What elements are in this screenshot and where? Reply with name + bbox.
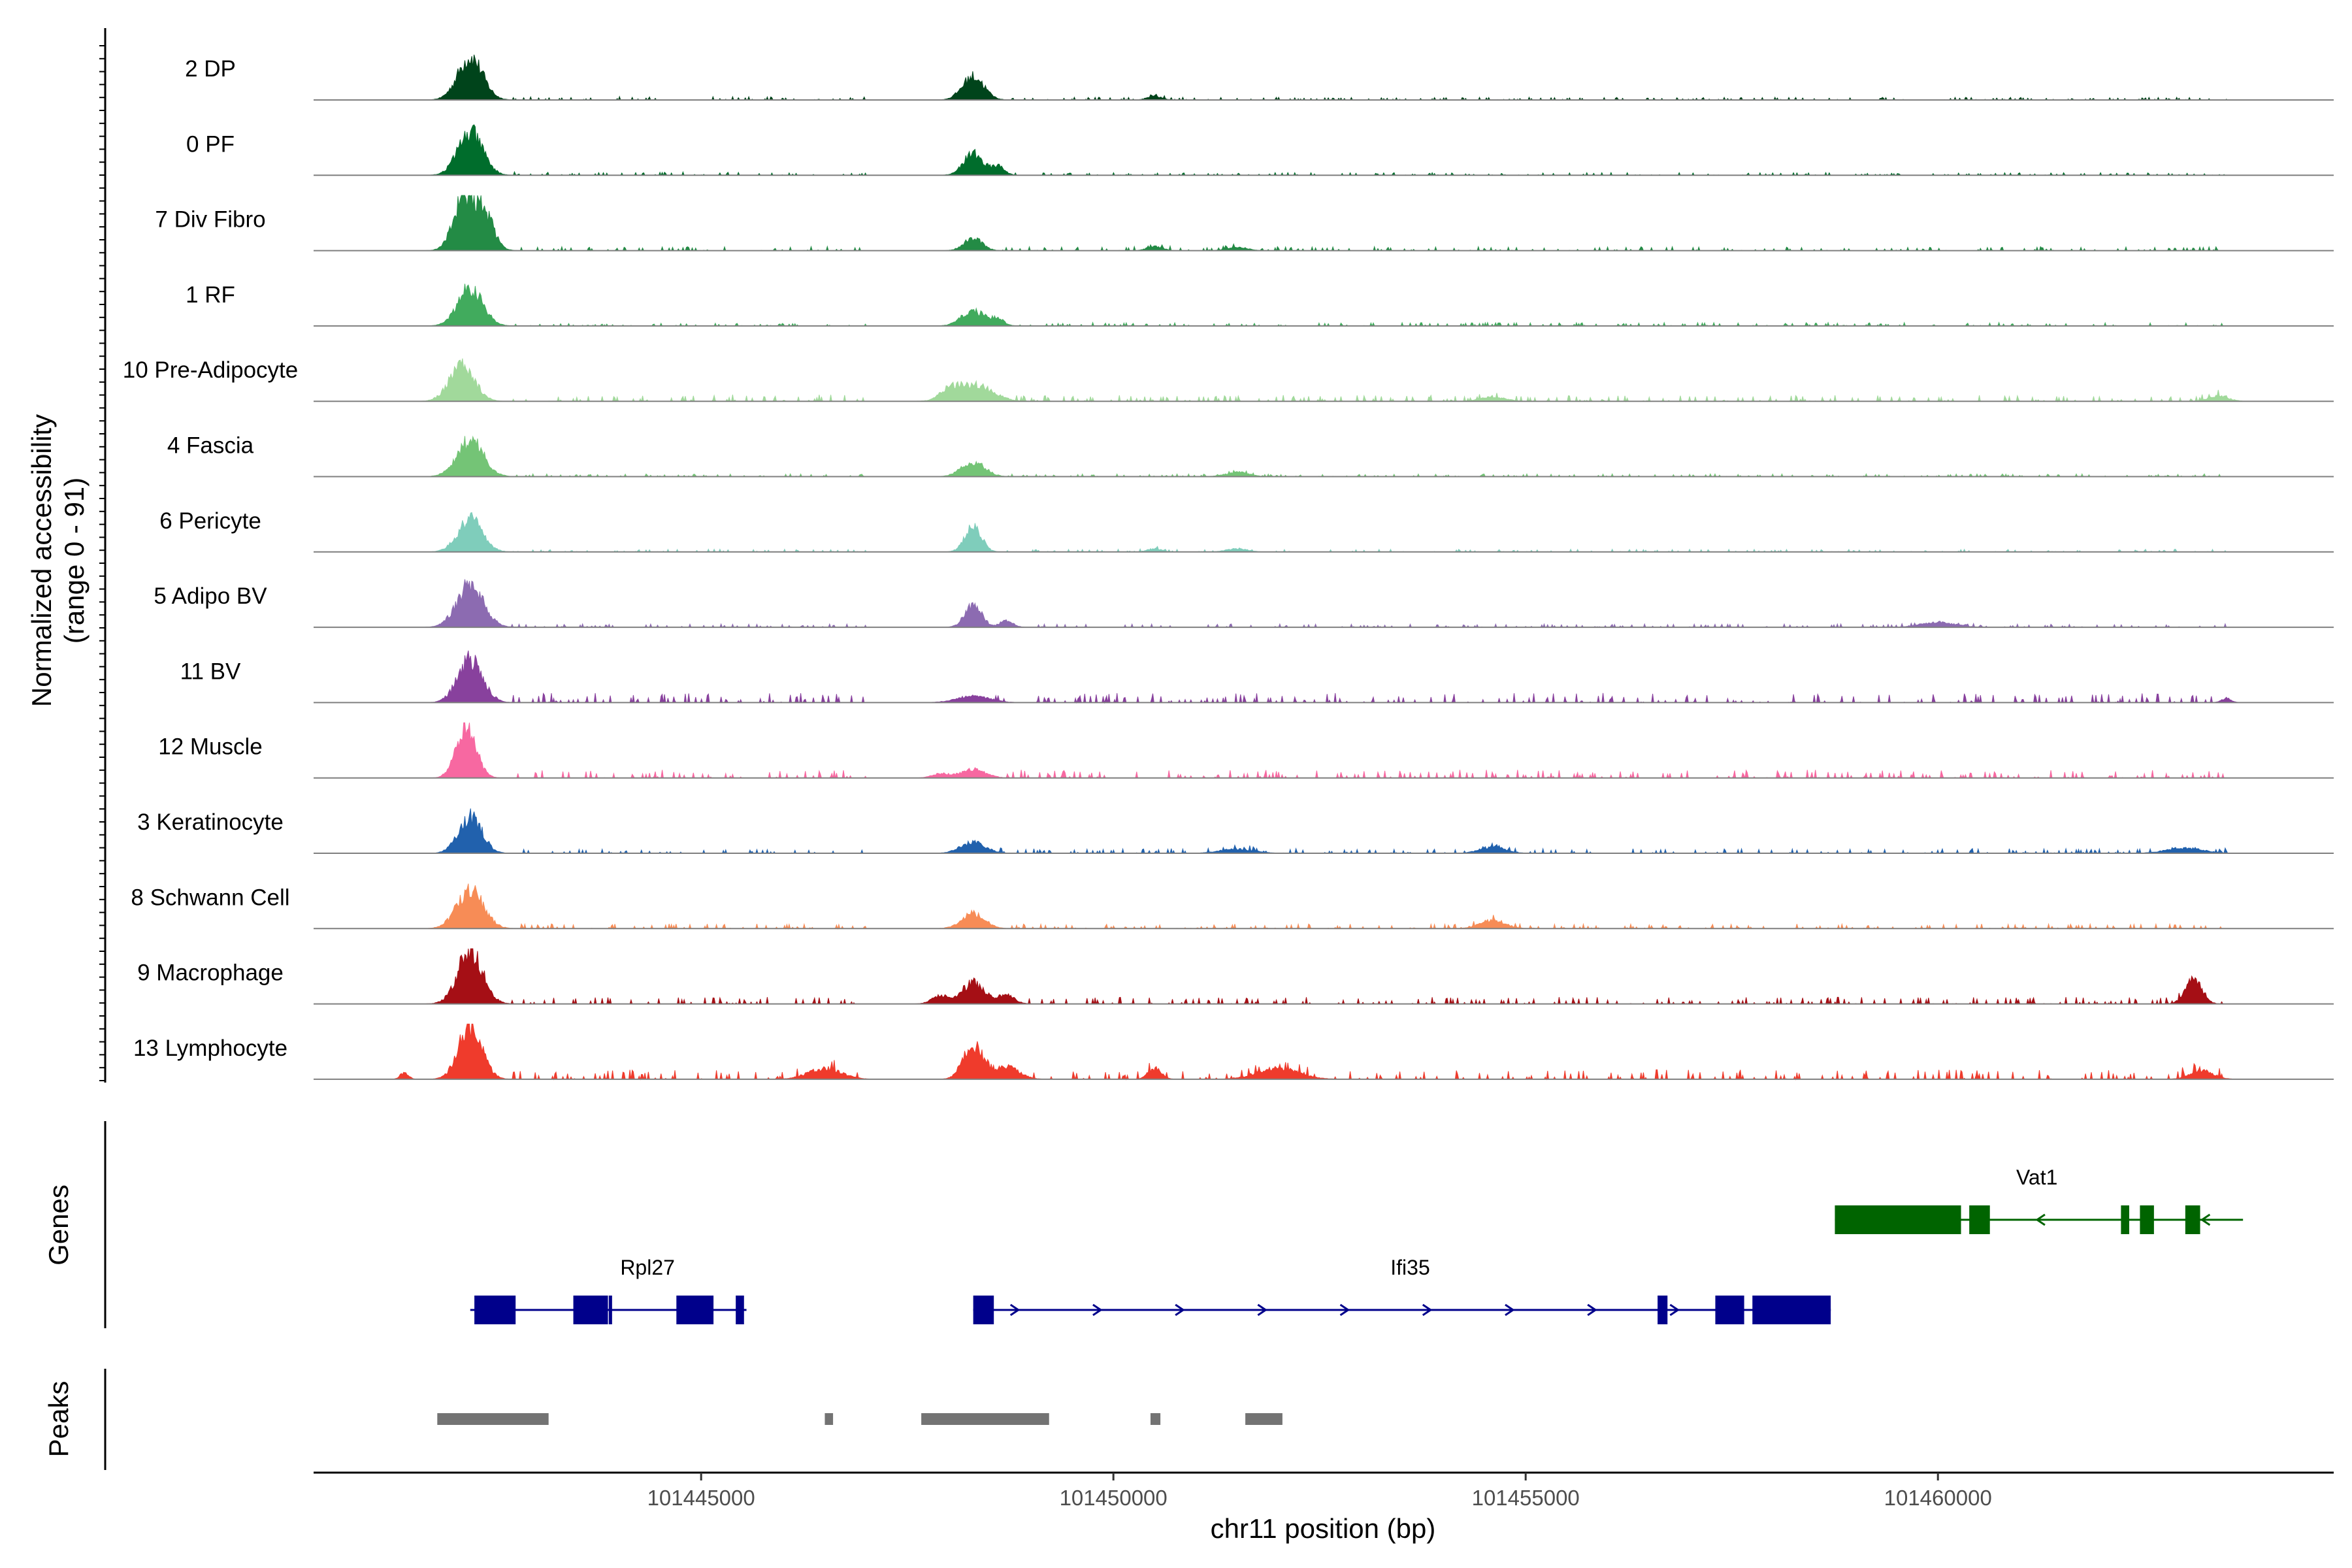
genes-track: Rpl27 Ifi35 Vat1 — [470, 1166, 2244, 1324]
track-label: 8 Schwann Cell — [131, 885, 289, 910]
gene-exon-ifi35 — [1715, 1296, 1744, 1324]
gene-exon-vat1 — [1969, 1205, 1990, 1234]
strand-arrow — [1587, 1303, 1597, 1316]
strand-arrow — [1257, 1303, 1268, 1316]
gene-exon-rpl27 — [573, 1296, 608, 1324]
track-label: 2 DP — [185, 56, 236, 82]
track-label: 1 RF — [186, 282, 235, 308]
x-axis-title: chr11 position (bp) — [1211, 1513, 1436, 1544]
peaks-track — [437, 1413, 1282, 1425]
gene-exon-vat1 — [2185, 1205, 2200, 1234]
x-tick-label: 101450000 — [1060, 1486, 1168, 1510]
strand-arrow — [1339, 1303, 1350, 1316]
x-tick-label: 101455000 — [1472, 1486, 1580, 1510]
gene-label-ifi35: Ifi35 — [1390, 1256, 1429, 1279]
track-label: 4 Fascia — [167, 433, 254, 459]
strand-arrow — [1422, 1303, 1433, 1316]
track-label: 13 Lymphocyte — [133, 1036, 287, 1061]
x-tick-label: 101445000 — [647, 1486, 755, 1510]
track-label: 11 BV — [180, 659, 241, 684]
gene-exon-vat1 — [2121, 1205, 2130, 1234]
x-tick-label: 101460000 — [1884, 1486, 1992, 1510]
peaks-track-label: Peaks — [43, 1381, 74, 1458]
strand-arrow — [1669, 1303, 1680, 1316]
track-label: 10 Pre-Adipocyte — [123, 357, 298, 383]
track-label: 3 Keratinocyte — [137, 809, 284, 835]
track-label: 5 Adipo BV — [154, 583, 267, 609]
gene-exon-rpl27 — [608, 1296, 612, 1324]
gene-exon-ifi35 — [973, 1296, 994, 1324]
strand-arrow — [1505, 1303, 1515, 1316]
gene-exon-rpl27 — [676, 1296, 714, 1324]
y-axis-title: Normalized accessibility — [26, 414, 57, 707]
gene-exon-rpl27 — [474, 1296, 516, 1324]
strand-arrow — [2035, 1213, 2046, 1226]
track-label: 12 Muscle — [158, 734, 263, 760]
track-label: 7 Div Fibro — [155, 207, 265, 233]
track-label: 6 Pericyte — [159, 508, 261, 534]
gene-exon-vat1 — [1835, 1205, 1961, 1234]
peak-region — [921, 1413, 1049, 1425]
track-label: 0 PF — [186, 131, 235, 157]
strand-arrow — [1175, 1303, 1185, 1316]
track-label: 9 Macrophage — [137, 960, 284, 986]
genes-track-label: Genes — [43, 1184, 74, 1266]
gene-exon-ifi35 — [1752, 1296, 1831, 1324]
peak-region — [437, 1413, 549, 1425]
gene-exon-vat1 — [2140, 1205, 2154, 1234]
gene-label-rpl27: Rpl27 — [620, 1256, 675, 1279]
y-axis — [99, 28, 106, 1083]
peak-region — [1245, 1413, 1282, 1425]
strand-arrow — [2200, 1213, 2211, 1226]
peak-region — [825, 1413, 834, 1425]
x-axis: 101445000 101450000 101455000 101460000 — [314, 1471, 2334, 1510]
strand-arrow — [1009, 1303, 1021, 1316]
gene-exon-ifi35 — [1658, 1296, 1668, 1324]
gene-exon-rpl27 — [736, 1296, 744, 1324]
peak-region — [1150, 1413, 1161, 1425]
y-axis-range-label: (range 0 - 91) — [59, 478, 90, 644]
accessibility-tracks: 2 DP 0 PF 7 Div Fibro 1 RF 10 Pre-Adipocyte 4… — [123, 54, 2334, 1081]
gene-label-vat1: Vat1 — [2016, 1166, 2057, 1189]
strand-arrow — [1092, 1303, 1103, 1316]
